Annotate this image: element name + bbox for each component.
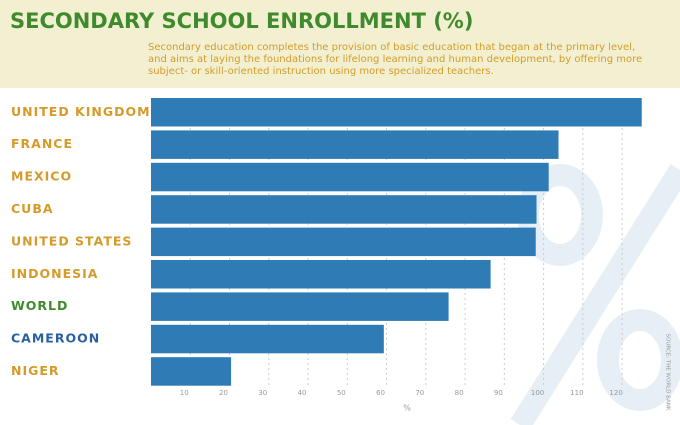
bar [151,324,384,354]
x-tick-label: 10 [180,389,189,397]
bar [151,98,642,127]
x-tick-label: 90 [494,389,503,397]
category-label: CAMEROON [11,331,100,346]
subtitle-line: and aims at laying the foundations for l… [148,54,642,65]
x-tick-label: 120 [609,389,622,397]
chart-title: SECONDARY SCHOOL ENROLLMENT (%) [10,9,473,33]
x-tick-label: 40 [298,389,307,397]
header-band [0,0,680,88]
category-label: NIGER [11,363,60,378]
source: SOURCE: THE WORLD BANK [665,334,671,411]
category-label: FRANCE [11,136,73,151]
subtitle-line: subject- or skill-oriented instruction u… [148,66,494,77]
x-tick-label: 30 [258,389,267,397]
category-label: MEXICO [11,169,72,184]
bar [151,195,537,224]
x-tick-label: 50 [337,389,346,397]
x-tick-label: 110 [570,389,583,397]
category-label: UNITED STATES [11,233,132,248]
x-tick-label: 100 [531,389,544,397]
x-tick-label: 20 [219,389,228,397]
x-axis-label: % [403,404,411,413]
category-label: UNITED KINGDOM [11,104,151,119]
bar [151,292,449,321]
bar [151,227,536,257]
category-label: INDONESIA [11,266,98,281]
x-tick-label: 70 [415,389,424,397]
category-label: WORLD [11,298,68,313]
x-tick-label: 80 [455,389,464,397]
bar [151,162,549,192]
bar [151,357,232,386]
x-tick-label: 60 [376,389,385,397]
category-label: CUBA [11,201,54,216]
bar [151,260,491,289]
subtitle-line: Secondary education completes the provis… [148,42,635,53]
bar [151,130,559,159]
subtitle: Secondary education completes the provis… [148,42,642,77]
